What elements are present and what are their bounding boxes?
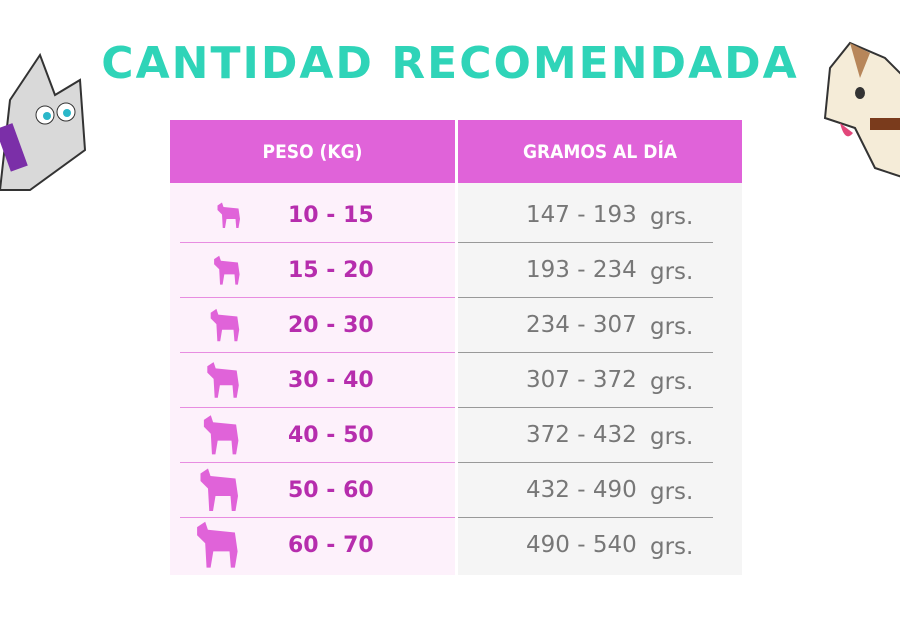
row-separator <box>458 462 713 463</box>
unit: grs. <box>650 479 694 505</box>
weight-range: 60 - 70 <box>288 533 374 558</box>
row-separator <box>180 517 455 518</box>
grams-range: 234 - 307 <box>526 312 637 338</box>
column-header: GRAMOS AL DÍA <box>458 120 742 183</box>
row-separator <box>458 242 713 243</box>
title: CANTIDAD RECOMENDADA <box>101 38 799 89</box>
weight-range: 10 - 15 <box>288 203 374 228</box>
dog-icon <box>217 202 240 228</box>
dog-icon <box>200 468 238 511</box>
weight-range: 40 - 50 <box>288 423 374 448</box>
weight-range: 30 - 40 <box>288 368 374 393</box>
dog-icon <box>210 308 240 342</box>
row-separator <box>458 407 713 408</box>
table-row: 20 - 30 234 - 307 grs. <box>170 298 742 353</box>
table: PESO (KG) GRAMOS AL DÍA 10 - 15 147 - 193… <box>170 120 742 575</box>
grams-range: 307 - 372 <box>526 367 637 393</box>
cat-illustration <box>0 52 87 191</box>
row-separator <box>180 242 455 243</box>
row-separator <box>458 297 713 298</box>
weight-range: 20 - 30 <box>288 313 374 338</box>
unit: grs. <box>650 204 694 230</box>
weight-range: 50 - 60 <box>288 478 374 503</box>
row-separator <box>458 517 713 518</box>
dog-illustration <box>823 41 900 178</box>
unit: grs. <box>650 424 694 450</box>
table-row: 30 - 40 307 - 372 grs. <box>170 353 742 408</box>
grams-range: 147 - 193 <box>526 202 637 228</box>
grams-range: 490 - 540 <box>526 532 637 558</box>
table-row: 15 - 20 193 - 234 grs. <box>170 243 742 298</box>
table-row: 50 - 60 432 - 490 grs. <box>170 463 742 518</box>
unit: grs. <box>650 259 694 285</box>
column-background <box>458 183 742 575</box>
grams-range: 372 - 432 <box>526 422 637 448</box>
unit: grs. <box>650 534 694 560</box>
dog-icon <box>203 415 239 455</box>
dog-icon <box>214 255 240 285</box>
row-separator <box>180 297 455 298</box>
table-row: 40 - 50 372 - 432 grs. <box>170 408 742 463</box>
grams-range: 193 - 234 <box>526 257 637 283</box>
row-separator <box>458 352 713 353</box>
dog-icon <box>197 521 238 568</box>
unit: grs. <box>650 314 694 340</box>
unit: grs. <box>650 369 694 395</box>
table-row: 60 - 70 490 - 540 grs. <box>170 518 742 573</box>
weight-range: 15 - 20 <box>288 258 374 283</box>
row-separator <box>180 352 455 353</box>
row-separator <box>180 462 455 463</box>
grams-range: 432 - 490 <box>526 477 637 503</box>
column-header: PESO (KG) <box>170 120 455 183</box>
dog-icon <box>207 362 239 398</box>
table-row: 10 - 15 147 - 193 grs. <box>170 188 742 243</box>
row-separator <box>180 407 455 408</box>
